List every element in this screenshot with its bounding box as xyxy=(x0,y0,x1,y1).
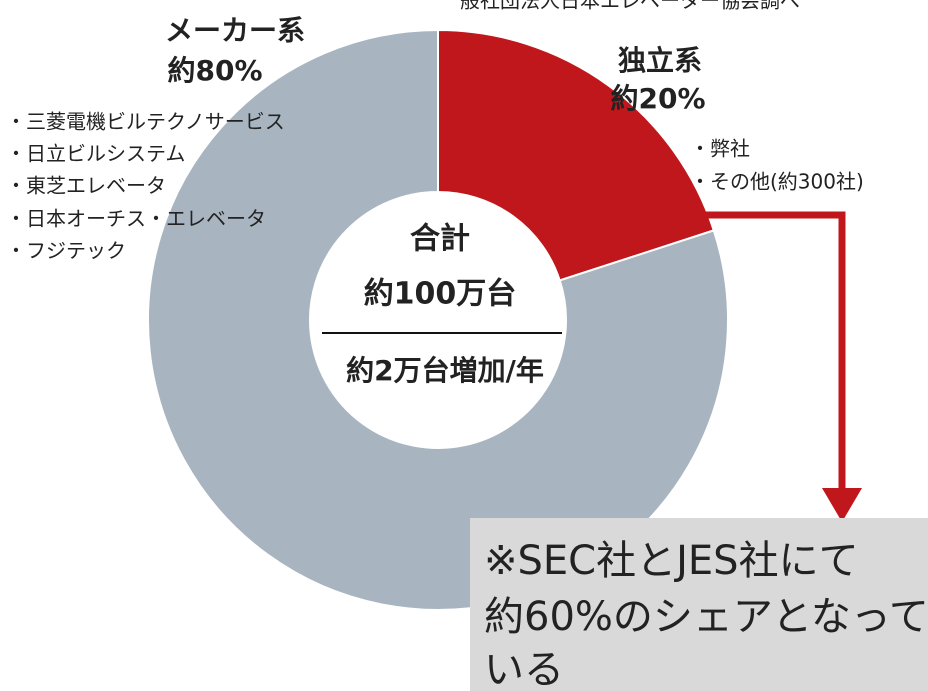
company: ・日本オーチス・エレベータ xyxy=(6,207,266,231)
company: ・三菱電機ビルテクノサービス xyxy=(6,110,285,134)
category-label: メーカー系 xyxy=(165,14,305,47)
company: ・その他(約300社) xyxy=(690,170,864,194)
donut-segment xyxy=(437,28,716,282)
company: ・東芝エレベータ xyxy=(6,174,166,198)
company: ・弊社 xyxy=(690,137,750,161)
company: ・フジテック xyxy=(6,239,126,263)
source: 般社団法人日本エレベーター協会調べ xyxy=(460,0,800,13)
center-label: 約100万台 xyxy=(364,277,517,312)
category-label: 独立系 xyxy=(618,44,702,77)
arrow xyxy=(688,211,846,490)
note: 約60%のシェアとなって xyxy=(484,594,928,640)
company: ・日立ビルシステム xyxy=(6,142,185,166)
note: いる xyxy=(484,647,564,691)
center-label: 合計 xyxy=(410,222,470,257)
note-box xyxy=(470,518,928,691)
center-sublabel: 約2万台増加/年 xyxy=(346,354,544,387)
note: ※SEC社とJES社にて xyxy=(484,538,859,584)
value-label: 約80% xyxy=(167,54,262,87)
value-label: 約20% xyxy=(610,82,705,115)
arrow-head xyxy=(822,488,862,522)
